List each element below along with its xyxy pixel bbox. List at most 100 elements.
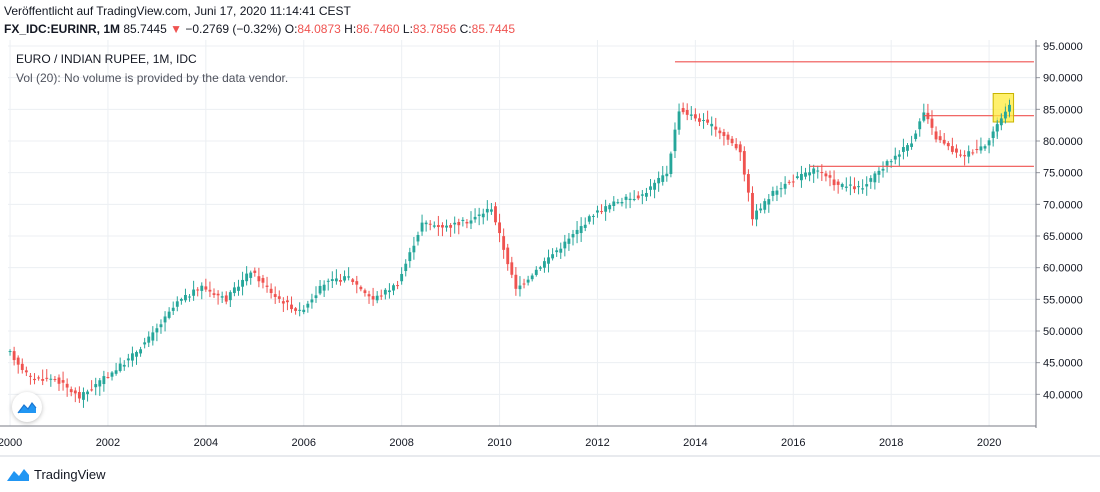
candle-body: [449, 225, 453, 228]
candle-body: [355, 281, 359, 285]
x-tick-label: 2008: [389, 437, 413, 449]
candle-body: [343, 276, 346, 281]
x-tick-label: 2014: [683, 437, 707, 449]
symbol-name[interactable]: FX_IDC:EURINR, 1M: [4, 22, 121, 36]
candle-body: [861, 188, 865, 190]
candle-body: [45, 377, 49, 379]
candle-body: [596, 210, 599, 213]
candle-body: [881, 168, 885, 171]
candle-body: [869, 178, 873, 182]
candle-body: [583, 224, 587, 228]
candle-body: [620, 201, 624, 204]
candle-body: [901, 147, 905, 152]
candle-body: [657, 177, 661, 184]
candle-body: [155, 328, 159, 333]
candle-body: [787, 181, 791, 183]
candle-body: [738, 144, 742, 153]
candle-body: [1003, 111, 1007, 119]
candle-body: [751, 192, 754, 220]
candle-body: [73, 390, 77, 394]
candle-body: [971, 152, 975, 154]
x-tick-label: 2016: [781, 437, 805, 449]
candle-body: [771, 190, 775, 196]
candle-body: [571, 234, 575, 238]
close-label: C:: [459, 22, 472, 36]
candle-body: [188, 296, 191, 298]
candle-body: [318, 285, 322, 294]
candle-body: [20, 363, 24, 370]
candle-body: [628, 198, 632, 201]
candle-body: [196, 289, 200, 291]
candle-body: [330, 279, 334, 281]
candle-body: [579, 226, 583, 234]
candle-body: [436, 225, 440, 228]
candle-body: [914, 133, 918, 140]
candle-body: [441, 225, 444, 228]
chart-title: EURO / INDIAN RUPEE, 1M, IDC: [16, 52, 197, 66]
candle-body: [987, 140, 991, 146]
candle-body: [445, 225, 448, 228]
candle-body: [453, 222, 457, 225]
candle-body: [420, 222, 424, 232]
candle-body: [547, 257, 550, 264]
candle-body: [469, 220, 473, 224]
candle-body: [653, 182, 657, 190]
candle-body: [759, 208, 763, 211]
candle-body: [934, 131, 938, 140]
candle-body: [163, 316, 167, 323]
candle-body: [139, 349, 143, 354]
drawings[interactable]: [674, 61, 1034, 167]
tradingview-logo-icon: [17, 401, 37, 414]
y-tick-label: 50.0000: [1043, 326, 1083, 338]
candle-body: [865, 184, 869, 187]
candle-body: [310, 299, 314, 303]
candle-body: [710, 123, 714, 127]
candlestick-chart[interactable]: 95.0000 90.0000 85.0000 80.0000 75.0000 70.00…: [0, 40, 1100, 460]
candle-body: [587, 216, 591, 222]
tradingview-badge[interactable]: [12, 392, 42, 422]
candle-body: [514, 274, 518, 289]
candle-body: [387, 290, 391, 293]
candle-body: [322, 284, 326, 291]
candle-body: [791, 181, 795, 183]
candle-body: [106, 377, 110, 379]
candle-body: [290, 304, 293, 310]
y-tick-label: 45.0000: [1043, 358, 1083, 370]
candle-body: [130, 353, 134, 361]
candle-body: [151, 332, 155, 341]
candle-body: [975, 149, 979, 151]
candle-body: [489, 209, 493, 212]
candle-body: [677, 111, 681, 130]
candle-body: [661, 175, 665, 182]
candle-body: [159, 324, 163, 328]
candle-body: [730, 138, 734, 144]
candle-body: [808, 172, 812, 176]
candle-body: [192, 289, 196, 296]
candle-body: [498, 222, 501, 234]
x-tick-label: 2020: [977, 437, 1001, 449]
candle-body: [828, 175, 832, 178]
footer: TradingView: [6, 464, 106, 484]
candle-body: [526, 279, 530, 283]
candle-body: [241, 279, 244, 287]
candle-body: [510, 262, 514, 275]
candle-body: [624, 196, 628, 200]
tradingview-brand[interactable]: TradingView: [34, 466, 106, 482]
candle-body: [538, 267, 542, 269]
candle-body: [359, 286, 363, 290]
candle-body: [383, 289, 387, 295]
candle-body: [746, 174, 750, 193]
candle-body: [942, 139, 946, 144]
candle-body: [681, 108, 685, 113]
candle-body: [832, 179, 836, 186]
candle-body: [755, 210, 758, 220]
candle-body: [518, 285, 522, 290]
candle-body: [608, 205, 612, 210]
candle-body: [224, 295, 228, 302]
candle-body: [204, 286, 208, 290]
candle-body: [326, 280, 330, 282]
y-tick-label: 60.0000: [1043, 263, 1083, 275]
candle-body: [432, 225, 436, 227]
last-price: 85.7445: [123, 22, 167, 36]
candle-body: [24, 370, 28, 373]
